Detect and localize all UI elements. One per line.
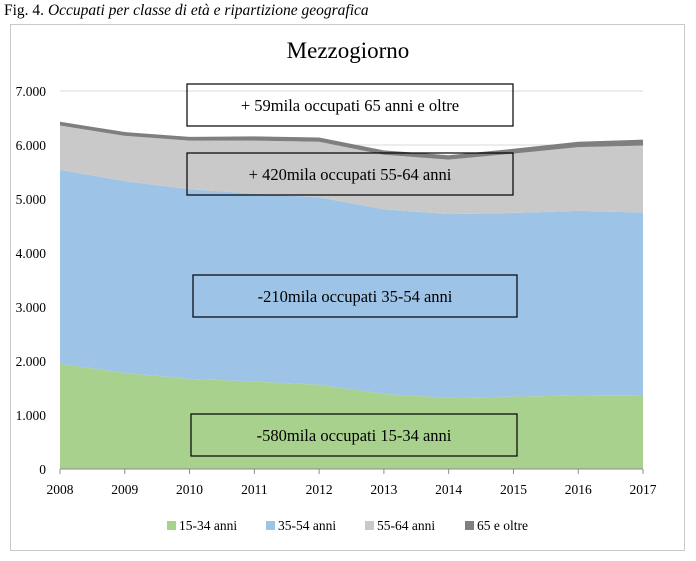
legend-swatch (465, 521, 474, 530)
x-tick-label: 2010 (176, 482, 203, 497)
legend-swatch (266, 521, 275, 530)
y-tick-label: 2.000 (16, 354, 47, 369)
y-tick-label: 0 (39, 462, 46, 477)
chart-frame (10, 24, 685, 551)
legend-label: 15-34 anni (179, 518, 237, 533)
x-tick-label: 2017 (630, 482, 657, 497)
areas-layer (60, 121, 643, 469)
legend-label: 35-54 anni (278, 518, 336, 533)
legend-label: 55-64 anni (377, 518, 435, 533)
figure-caption-text: Occupati per classe di età e ripartizion… (47, 2, 369, 19)
y-tick-label: 1.000 (16, 408, 47, 423)
y-tick-label: 4.000 (16, 246, 47, 261)
y-tick-label: 3.000 (16, 300, 47, 315)
legend-label: 65 e oltre (477, 518, 528, 533)
x-tick-label: 2013 (370, 482, 397, 497)
legend-item-2: 35-54 anni (266, 518, 336, 533)
annotation-3: -210mila occupati 35-54 anni (192, 274, 518, 318)
x-tick-label: 2016 (565, 482, 592, 497)
legend-swatch (167, 521, 176, 530)
legend-item-3: 55-64 anni (365, 518, 435, 533)
legend: 15-34 anni 35-54 anni 55-64 anni 65 e oltre (167, 518, 528, 533)
annotation-text: -210mila occupati 35-54 anni (258, 287, 453, 306)
annotation-1: + 59mila occupati 65 anni e oltre (186, 83, 514, 127)
legend-item-4: 65 e oltre (465, 518, 528, 533)
x-tick-label: 2009 (111, 482, 138, 497)
area-series-1 (60, 363, 643, 469)
x-tick-label: 2008 (47, 482, 74, 497)
annotation-4: -580mila occupati 15-34 anni (190, 413, 518, 457)
y-tick-label: 7.000 (16, 84, 47, 99)
x-tick-label: 2015 (500, 482, 527, 497)
figure-caption: Fig. 4. Occupati per classe di età e rip… (4, 2, 369, 20)
x-tick-label: 2011 (241, 482, 268, 497)
legend-item-1: 15-34 anni (167, 518, 237, 533)
y-tick-label: 6.000 (16, 138, 47, 153)
annotation-2: + 420mila occupati 55-64 anni (186, 152, 514, 196)
annotations-layer: + 59mila occupati 65 anni e oltre + 420mi… (186, 83, 518, 457)
annotation-box (192, 274, 518, 318)
x-tick-label: 2012 (306, 482, 333, 497)
annotation-box (186, 83, 514, 127)
x-tick-label: 2014 (435, 482, 462, 497)
annotation-text: -580mila occupati 15-34 anni (257, 426, 452, 445)
y-tick-label: 5.000 (16, 192, 47, 207)
axes-layer: 0 1.000 2.000 3.000 4.000 5.000 6.000 7.000 2008… (16, 84, 657, 497)
annotation-box (190, 413, 518, 457)
area-series-2 (60, 169, 643, 398)
annotation-text: + 59mila occupati 65 anni e oltre (241, 96, 459, 115)
annotation-text: + 420mila occupati 55-64 anni (249, 165, 452, 184)
annotation-box (186, 152, 514, 196)
chart-title: Mezzogiorno (287, 38, 410, 63)
figure-number: Fig. 4. (4, 2, 45, 19)
legend-swatch (365, 521, 374, 530)
area-series-3 (60, 125, 643, 215)
